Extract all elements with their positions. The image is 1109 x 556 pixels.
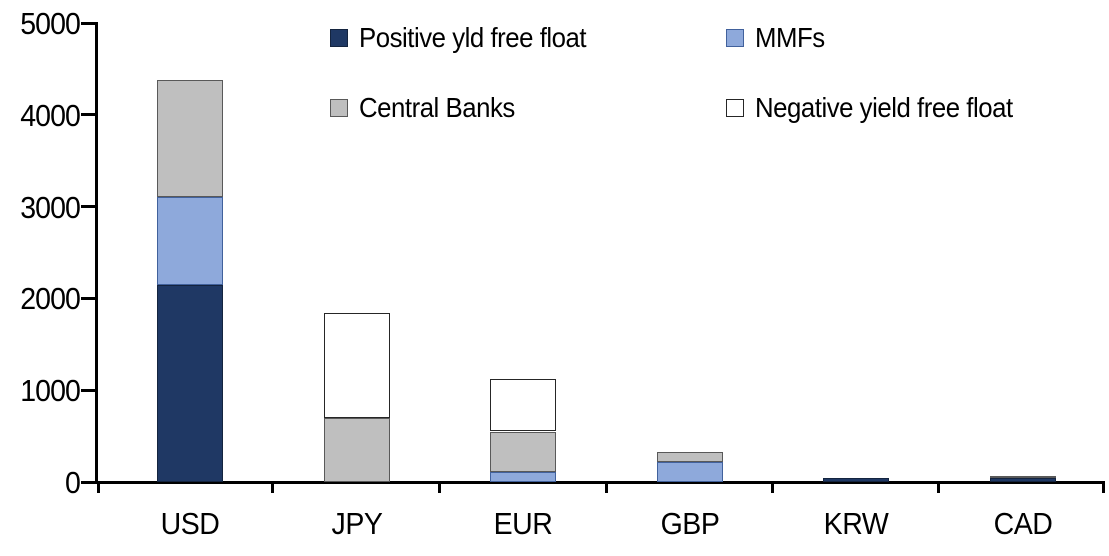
x-axis-label-krw: KRW [823,506,889,541]
bar-segment-gbp-mmfs [657,461,723,482]
bar-segment-cad-positive-yld-free-float [990,478,1056,482]
x-axis-tick [1101,483,1105,493]
bar-segment-usd-mmfs [157,197,223,285]
legend-swatch-mmfs [726,29,744,47]
bar-segment-usd-positive-yld-free-float [157,284,223,482]
legend-label: Negative yield free float [755,92,1013,123]
legend-label: MMFs [755,22,825,53]
y-axis-tick [81,296,95,300]
y-axis-tick [81,388,95,392]
x-axis-label-gbp: GBP [660,506,720,541]
legend-swatch-central-banks [330,99,348,117]
legend-item-positive-yld-free-float: Positive yld free float [330,24,606,52]
y-axis-label: 4000 [20,97,81,133]
legend-item-negative-yield-free-float: Negative yield free float [726,94,1035,122]
y-axis-label: 0 [65,465,81,500]
legend-label: Positive yld free float [359,22,587,53]
x-axis-tick [437,483,441,493]
y-axis-tick [81,21,95,25]
legend-label: Central Banks [359,92,515,123]
y-axis-label: 2000 [20,281,81,317]
bar-segment-jpy-central-banks [324,417,390,482]
x-axis-tick [270,483,274,493]
bar-segment-eur-central-banks [490,431,556,472]
y-axis-tick [81,480,95,484]
y-axis-label: 1000 [20,373,81,409]
bar-segment-jpy-negative-yield-free-float [324,313,390,418]
x-axis [95,481,1105,484]
y-axis-label: 3000 [20,189,81,225]
x-axis-tick [770,483,774,493]
bar-segment-cad-central-banks [990,475,1056,479]
y-axis-label: 5000 [20,6,81,41]
x-axis-tick [604,483,608,493]
x-axis-tick [936,483,940,493]
legend-swatch-positive-yld-free-float [330,29,348,47]
x-axis-label-eur: EUR [493,506,553,541]
y-axis [95,22,98,483]
x-axis-label-usd: USD [160,506,220,541]
bar-segment-usd-central-banks [157,79,223,198]
legend-item-mmfs: MMFs [726,24,831,52]
bar-segment-eur-negative-yield-free-float [490,379,556,432]
bar-segment-gbp-central-banks [657,451,723,462]
y-axis-tick [81,205,95,209]
x-axis-label-jpy: JPY [331,506,383,541]
bar-segment-krw-positive-yld-free-float [823,477,889,482]
legend-item-central-banks: Central Banks [330,94,528,122]
bar-segment-eur-mmfs [490,471,556,482]
legend-swatch-negative-yield-free-float [726,99,744,117]
x-axis-tick [96,483,100,493]
x-axis-label-cad: CAD [993,506,1053,541]
y-axis-tick [81,113,95,117]
